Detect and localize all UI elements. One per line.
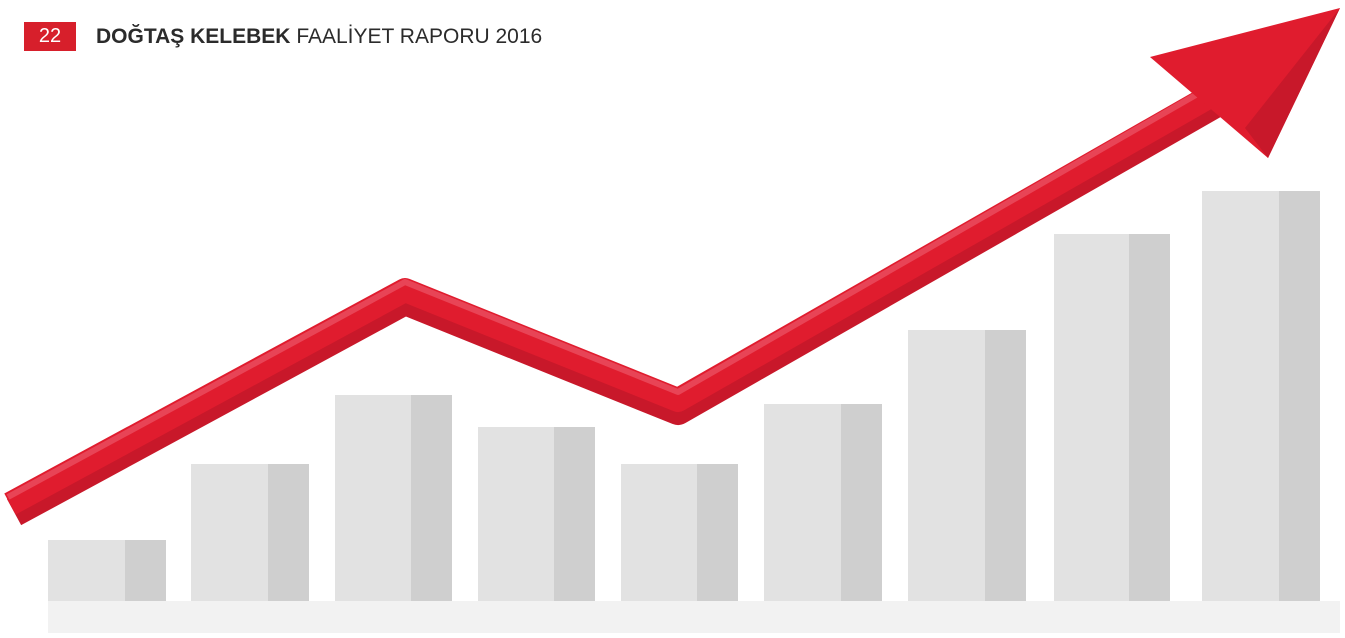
illustration [0, 0, 1345, 638]
page: 22 DOĞTAŞ KELEBEK FAALİYET RAPORU 2016 [0, 0, 1345, 638]
floor [48, 601, 1340, 633]
